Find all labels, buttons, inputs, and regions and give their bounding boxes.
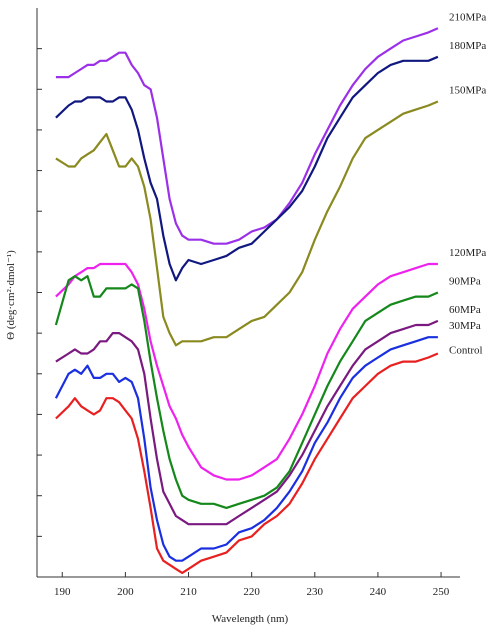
x-tick-label: 240	[370, 586, 387, 598]
series-label: Control	[449, 344, 483, 356]
series-label: 150MPa	[449, 84, 486, 96]
series-line	[55, 319, 439, 526]
series-label: 210MPa	[449, 11, 486, 23]
series-line	[55, 55, 439, 282]
series-label: 180MPa	[449, 40, 486, 52]
series-line	[55, 262, 438, 481]
series-line	[55, 100, 439, 347]
x-tick-label: 210	[180, 586, 197, 598]
x-axis-label: Wavelength (nm)	[212, 613, 289, 625]
series-label: 120MPa	[449, 247, 486, 259]
x-tick-label: 220	[243, 586, 260, 598]
y-axis-label: Θ (deg·cm²·dmol⁻¹)	[5, 250, 17, 340]
series-line	[55, 352, 439, 574]
x-tick-label: 190	[54, 586, 71, 598]
series-label: 90MPa	[449, 276, 481, 288]
series-label: 60MPa	[449, 304, 481, 316]
x-tick-label: 250	[433, 586, 450, 598]
series-line	[55, 27, 439, 245]
series-label: 30MPa	[449, 320, 481, 332]
series-line	[54, 336, 438, 562]
x-tick-label: 230	[307, 586, 324, 598]
x-tick-label: 200	[117, 586, 134, 598]
series-line	[54, 275, 439, 509]
